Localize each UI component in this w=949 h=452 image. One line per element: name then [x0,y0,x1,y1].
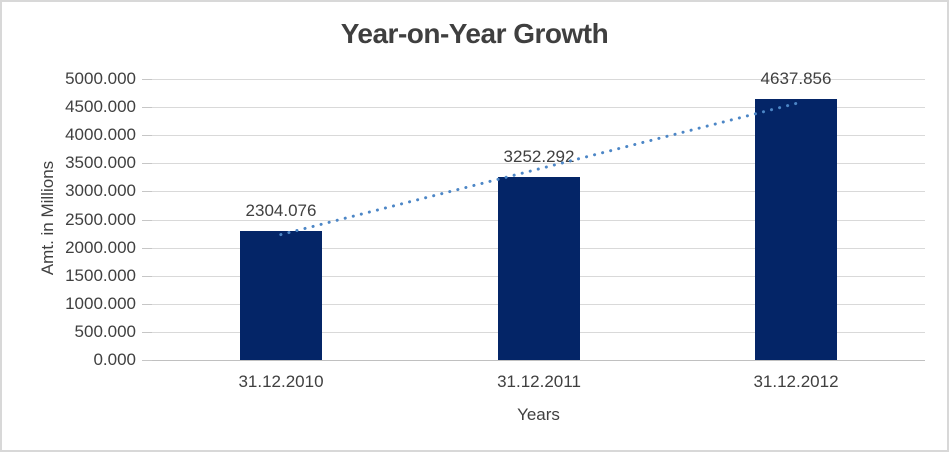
y-tick-label: 2500.000 [65,210,136,229]
y-axis-tick [142,135,152,136]
bar-data-label: 4637.856 [760,69,832,88]
x-axis-line [152,360,925,361]
y-tick-label: 0.000 [93,350,136,369]
x-tick-label: 31.12.2011 [497,372,581,391]
y-axis-tick [142,276,152,277]
bar [498,177,580,360]
chart-title: Year-on-Year Growth [340,18,609,49]
y-tick-label: 500.000 [74,322,136,341]
y-tick-label: 1500.000 [65,266,136,285]
x-axis-title: Years [517,405,560,424]
bar-data-label: 3252.292 [503,147,575,166]
y-axis-tick [142,191,152,192]
bar [240,231,322,360]
y-tick-label: 3000.000 [65,181,136,200]
x-tick-label: 31.12.2012 [753,372,839,391]
y-tick-label: 4000.000 [65,125,136,144]
y-axis-tick [142,248,152,249]
y-tick-label: 4500.000 [65,97,136,116]
y-tick-label: 2000.000 [65,238,136,257]
x-tick-label: 31.12.2010 [238,372,324,391]
y-tick-label: 1000.000 [65,294,136,313]
y-axis-tick [142,107,152,108]
y-axis-tick [142,332,152,333]
bar [755,99,837,360]
gridline [152,79,925,80]
y-axis-tick [142,304,152,305]
y-axis-tick [142,163,152,164]
y-axis-tick [142,79,152,80]
y-tick-label: 3500.000 [65,153,136,172]
bar-data-label: 2304.076 [245,201,317,220]
y-tick-label: 5000.000 [65,69,136,88]
y-axis-tick [142,360,152,361]
y-axis-tick [142,220,152,221]
